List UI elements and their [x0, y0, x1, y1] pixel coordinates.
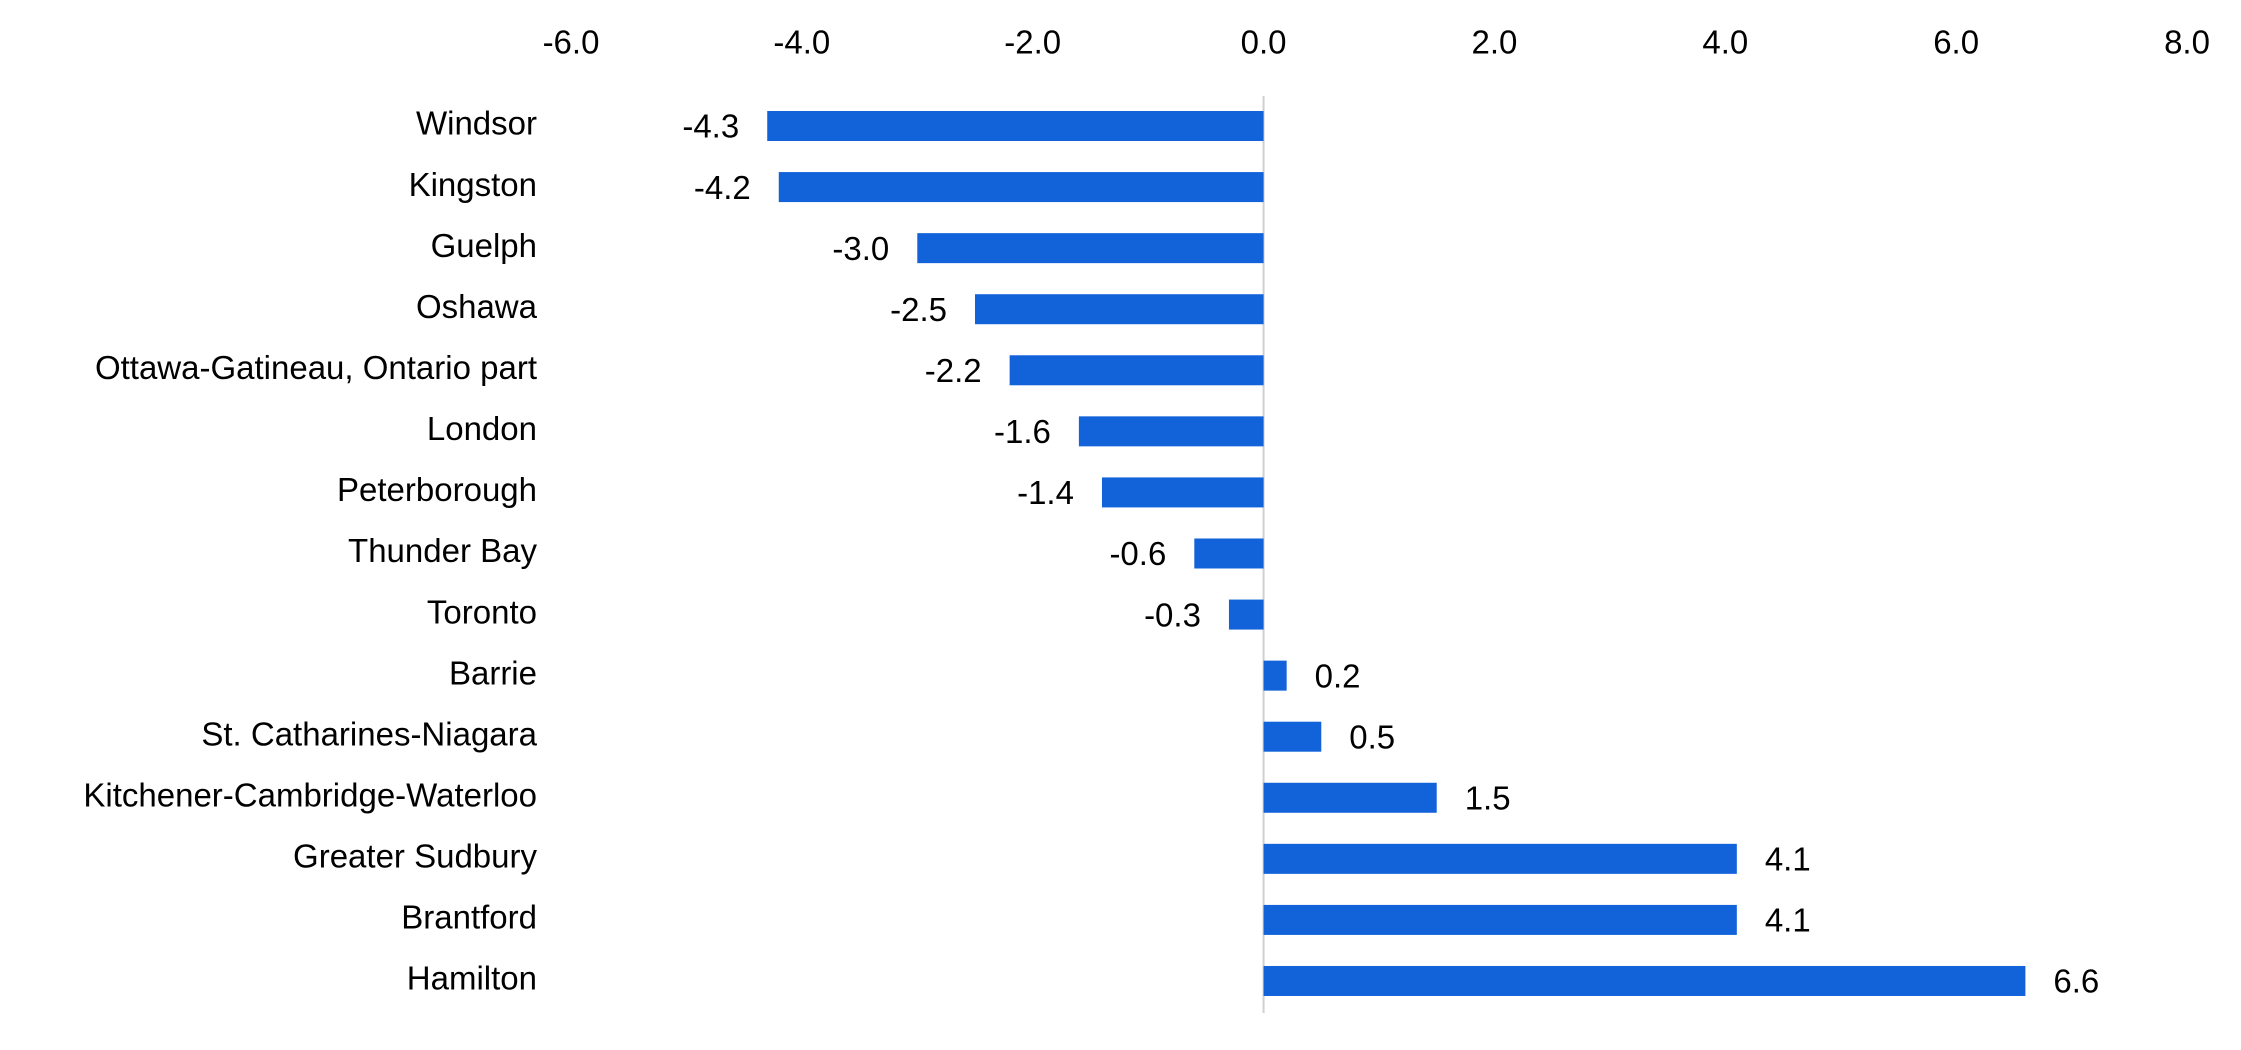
category-label: Hamilton [407, 960, 537, 997]
bar [1263, 660, 1287, 691]
x-tick-label: 2.0 [1471, 24, 1517, 61]
bar [917, 233, 1264, 264]
bar [1263, 782, 1437, 813]
category-label: London [427, 410, 537, 447]
category-label: Ottawa-Gatineau, Ontario part [95, 349, 537, 386]
category-label: Peterborough [337, 471, 537, 508]
data-label: -1.6 [994, 413, 1051, 450]
value-labels: -4.3 -4.2 -3.0-2.5 -2.2 -1.6 -1.4 -0.6 -0.3 0.2 0… [682, 108, 2099, 1000]
data-label: -0.6 [1109, 535, 1166, 572]
bar [1228, 599, 1264, 630]
category-label: Windsor [416, 105, 537, 142]
bars [767, 111, 2026, 996]
x-tick-label: 4.0 [1702, 24, 1748, 61]
data-label: -2.5 [890, 291, 947, 328]
bar [1009, 355, 1264, 386]
bar [1101, 477, 1264, 508]
x-axis: -6.0 -4.0 -2.0 0.0 2.0 4.0 6.0 8.0 [543, 24, 2210, 61]
x-tick-label: -2.0 [1004, 24, 1061, 61]
data-label: -3.0 [832, 230, 889, 267]
category-label: St. Catharines-Niagara [201, 715, 537, 752]
bar [975, 294, 1264, 325]
x-tick-label: -6.0 [543, 24, 600, 61]
category-label: Brantford [401, 899, 537, 936]
data-label: -2.2 [925, 352, 982, 389]
data-label: 4.1 [1765, 841, 1811, 878]
data-label: 1.5 [1465, 779, 1511, 816]
bar [778, 172, 1264, 203]
data-label: 0.2 [1315, 657, 1361, 694]
bar [1194, 538, 1264, 569]
data-label: -4.2 [694, 169, 751, 206]
data-label: 6.6 [2053, 963, 2099, 1000]
data-label: 0.5 [1349, 718, 1395, 755]
bar [767, 111, 1264, 141]
data-label: -1.4 [1017, 474, 1074, 511]
bar [1078, 416, 1264, 447]
bar [1263, 904, 1737, 935]
bar [1263, 965, 2026, 996]
category-label: Oshawa [416, 288, 538, 325]
data-label: 4.1 [1765, 902, 1811, 939]
category-label: Toronto [427, 593, 537, 630]
category-label: Kitchener-Cambridge-Waterloo [83, 776, 537, 813]
category-label: Thunder Bay [348, 532, 537, 569]
bar [1263, 843, 1737, 874]
data-label: -0.3 [1144, 596, 1201, 633]
x-tick-label: 8.0 [2164, 24, 2210, 61]
x-tick-label: -4.0 [773, 24, 830, 61]
category-label: Greater Sudbury [293, 838, 537, 875]
category-labels: Windsor Kingston Guelph Oshawa Ottawa-Gatine… [83, 105, 537, 997]
x-tick-label: 6.0 [1933, 24, 1979, 61]
bar [1263, 721, 1322, 752]
x-tick-label: 0.0 [1241, 24, 1287, 61]
category-label: Kingston [409, 166, 537, 203]
data-label: -4.3 [682, 108, 739, 145]
category-label: Guelph [431, 227, 537, 264]
category-label: Barrie [449, 654, 537, 691]
